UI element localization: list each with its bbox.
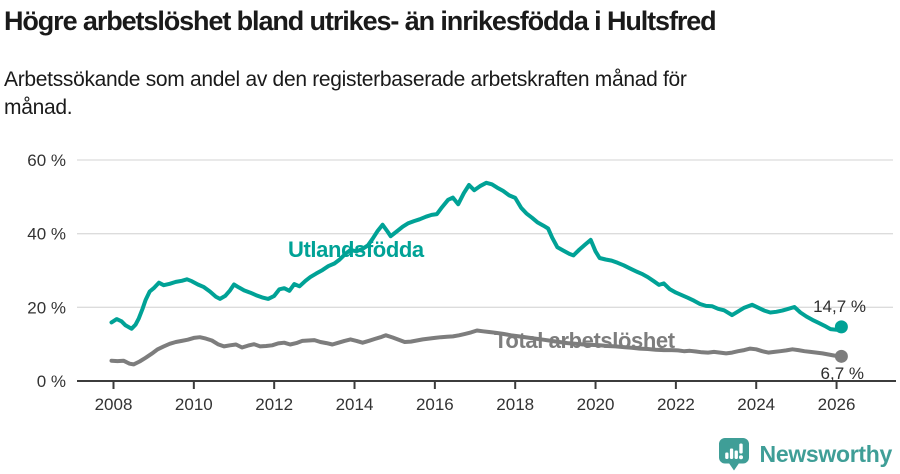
x-tick-label: 2012 xyxy=(255,395,293,414)
chart-title: Högre arbetslöshet bland utrikes- än inr… xyxy=(4,6,717,36)
series-label-1: Total arbetslöshet xyxy=(494,328,676,353)
x-tick-label: 2016 xyxy=(416,395,454,414)
y-tick-label: 0 % xyxy=(37,372,66,391)
y-tick-label: 60 % xyxy=(27,151,66,170)
x-tick-label: 2020 xyxy=(577,395,615,414)
series-line-0 xyxy=(109,180,844,332)
series-end-value-label-0: 14,7 % xyxy=(813,297,866,316)
y-tick-label: 40 % xyxy=(27,225,66,244)
x-tick-label: 2026 xyxy=(818,395,856,414)
series-end-dot-0 xyxy=(834,320,848,334)
x-tick-label: 2024 xyxy=(737,395,775,414)
series-end-value-label-1: 6,7 % xyxy=(821,364,864,383)
series-line-1 xyxy=(109,328,844,367)
brand-name: Newsworthy xyxy=(759,441,893,467)
chart-subtitle: Arbetssökande som andel av den registerb… xyxy=(4,68,687,120)
y-tick-label: 20 % xyxy=(27,298,66,317)
x-tick-label: 2014 xyxy=(336,395,374,414)
line-chart: 2008 2010 2012 2014 2016 2018 2020 2022 2024 2026… xyxy=(27,151,896,414)
x-tick-label: 2008 xyxy=(95,395,133,414)
brand: Newsworthy xyxy=(717,437,892,472)
x-tick-label: 2022 xyxy=(657,395,695,414)
newsworthy-logo-icon xyxy=(718,438,749,471)
series-label-0: Utlandsfödda xyxy=(288,237,425,262)
x-tick-label: 2010 xyxy=(175,395,213,414)
series-end-dot-1 xyxy=(834,349,848,363)
x-tick-label: 2018 xyxy=(496,395,534,414)
